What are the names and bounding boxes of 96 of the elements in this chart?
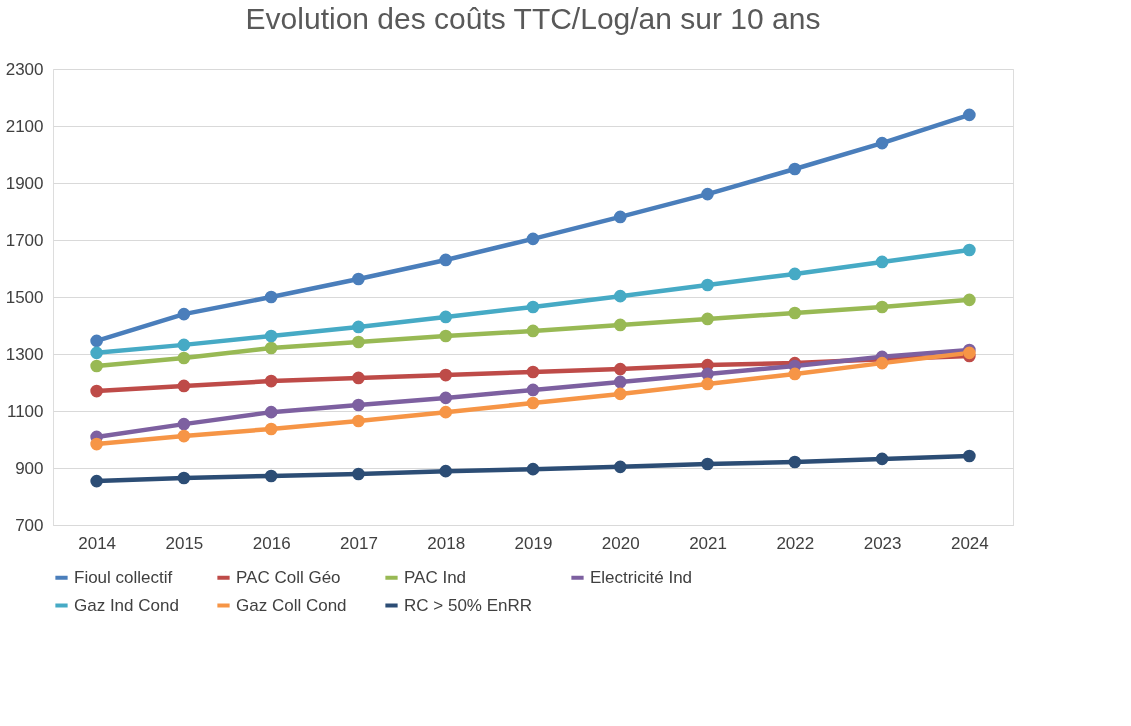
point: [439, 329, 453, 343]
point: [701, 187, 714, 201]
point: [526, 324, 540, 338]
legend-label: Electricité Ind: [590, 567, 693, 587]
x-tick-label: 2022: [776, 533, 815, 553]
point: [875, 452, 889, 466]
point: [439, 405, 453, 419]
point: [264, 469, 278, 483]
y-tick-label: 2300: [5, 59, 44, 79]
point: [177, 379, 191, 393]
point: [613, 210, 627, 224]
point: [963, 293, 976, 307]
point: [90, 359, 103, 373]
point: [526, 232, 540, 246]
point: [788, 162, 802, 176]
chart-title: Evolution des coûts TTC/Log/an sur 10 ans: [245, 2, 821, 35]
point: [352, 335, 365, 349]
point: [177, 307, 191, 321]
x-tick-label: 2017: [340, 533, 378, 553]
x-tick-label: 2016: [252, 533, 291, 553]
point: [439, 253, 453, 267]
point: [875, 356, 889, 370]
point: [90, 437, 103, 451]
point: [352, 272, 365, 286]
point: [352, 414, 365, 428]
point: [788, 267, 802, 281]
y-tick-label: 900: [15, 458, 44, 478]
x-tick-label: 2019: [514, 533, 553, 553]
point: [701, 377, 714, 391]
point: [875, 300, 889, 314]
legend-label: PAC Ind: [404, 567, 467, 587]
point: [701, 367, 714, 381]
point: [90, 384, 103, 398]
x-tick-label: 2015: [165, 533, 204, 553]
point: [613, 460, 627, 474]
y-tick-label: 1700: [5, 230, 44, 250]
x-tick-label: 2018: [427, 533, 466, 553]
point: [177, 429, 191, 443]
point: [177, 338, 191, 352]
point: [264, 422, 278, 436]
point: [264, 329, 278, 343]
legend-label: Gaz Ind Cond: [74, 595, 179, 615]
point: [439, 310, 453, 324]
point: [788, 455, 802, 469]
point: [613, 362, 627, 376]
point: [264, 341, 278, 355]
legend-label: RC > 50% EnRR: [404, 595, 533, 615]
point: [963, 108, 976, 122]
point: [177, 351, 191, 365]
point: [177, 471, 191, 485]
y-tick-label: 1300: [5, 344, 44, 364]
point: [526, 462, 540, 476]
x-tick-label: 2020: [601, 533, 640, 553]
point: [264, 405, 278, 419]
x-tick-label: 2014: [78, 533, 117, 553]
point: [613, 289, 627, 303]
point: [439, 368, 453, 382]
point: [701, 457, 714, 471]
point: [701, 312, 714, 326]
point: [875, 255, 889, 269]
point: [352, 398, 365, 412]
point: [526, 300, 540, 314]
point: [352, 467, 365, 481]
x-tick-label: 2021: [689, 533, 727, 553]
point: [439, 464, 453, 478]
y-tick-label: 1500: [5, 287, 44, 307]
point: [90, 346, 103, 360]
point: [701, 278, 714, 292]
point: [526, 396, 540, 410]
point: [963, 243, 976, 257]
y-tick-label: 2100: [5, 116, 44, 136]
point: [526, 365, 540, 379]
y-tick-label: 1100: [6, 401, 44, 421]
point: [875, 136, 889, 150]
point: [439, 391, 453, 405]
point: [264, 374, 278, 388]
legend-label: PAC Coll Géo: [236, 567, 341, 587]
point: [526, 383, 540, 397]
point: [613, 375, 627, 389]
x-tick-label: 2023: [863, 533, 902, 553]
point: [264, 290, 278, 304]
point: [177, 417, 191, 431]
legend-label: Fioul collectif: [74, 567, 173, 587]
point: [963, 449, 976, 463]
point: [352, 371, 365, 385]
point: [90, 474, 103, 488]
y-tick-label: 1900: [5, 173, 44, 193]
point: [788, 306, 802, 320]
point: [352, 320, 365, 334]
legend-label: Gaz Coll Cond: [236, 595, 347, 615]
point: [613, 387, 627, 401]
x-tick-label: 2024: [950, 533, 989, 553]
point: [90, 334, 103, 348]
point: [788, 367, 802, 381]
point: [613, 318, 627, 332]
y-tick-label: 700: [15, 515, 44, 535]
